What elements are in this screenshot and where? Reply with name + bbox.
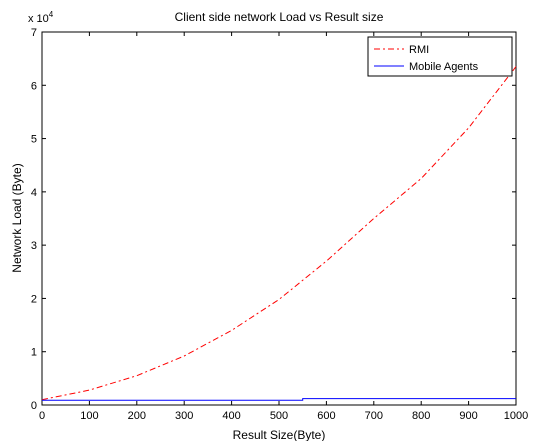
y-axis-label: Network Load (Byte): [10, 163, 24, 272]
axis-ticks: 0 100 200 300 400 500 600 700 800 900 1000 0 1 2 3 4 5 6 7: [31, 27, 528, 422]
y-exponent-power: 4: [49, 10, 54, 19]
legend: RMI Mobile Agents: [367, 36, 513, 77]
legend-box: [367, 36, 513, 77]
chart-title: Client side network Load vs Result size: [175, 10, 384, 24]
y-exponent-label: x 104: [28, 10, 54, 25]
x-tick-label: 1000: [504, 410, 528, 422]
x-tick-label: 900: [459, 410, 477, 422]
legend-label-mobile-agents: Mobile Agents: [409, 61, 479, 73]
y-tick-label: 7: [31, 27, 37, 39]
x-tick-label: 300: [175, 410, 193, 422]
y-tick-label: 1: [31, 347, 37, 359]
x-tick-label: 600: [317, 410, 335, 422]
y-tick-label: 0: [31, 400, 37, 412]
x-tick-label: 200: [128, 410, 146, 422]
x-axis-label: Result Size(Byte): [233, 428, 326, 441]
x-tick-label: 800: [412, 410, 430, 422]
x-tick-label: 100: [80, 410, 98, 422]
plot-area: [41, 31, 517, 406]
y-tick-label: 3: [31, 240, 37, 252]
x-tick-label: 700: [365, 410, 383, 422]
x-tick-label: 500: [270, 410, 288, 422]
series-lines: [41, 66, 517, 401]
x-tick-label: 400: [222, 410, 240, 422]
legend-label-rmi: RMI: [409, 44, 429, 56]
y-exponent-base: x 10: [28, 13, 49, 25]
y-tick-label: 4: [31, 187, 37, 199]
y-tick-label: 5: [31, 134, 37, 146]
series-line-mobile-agents: [42, 398, 516, 401]
y-tick-label: 2: [31, 293, 37, 305]
x-tick-label: 0: [39, 410, 45, 422]
y-tick-label: 6: [31, 80, 37, 92]
